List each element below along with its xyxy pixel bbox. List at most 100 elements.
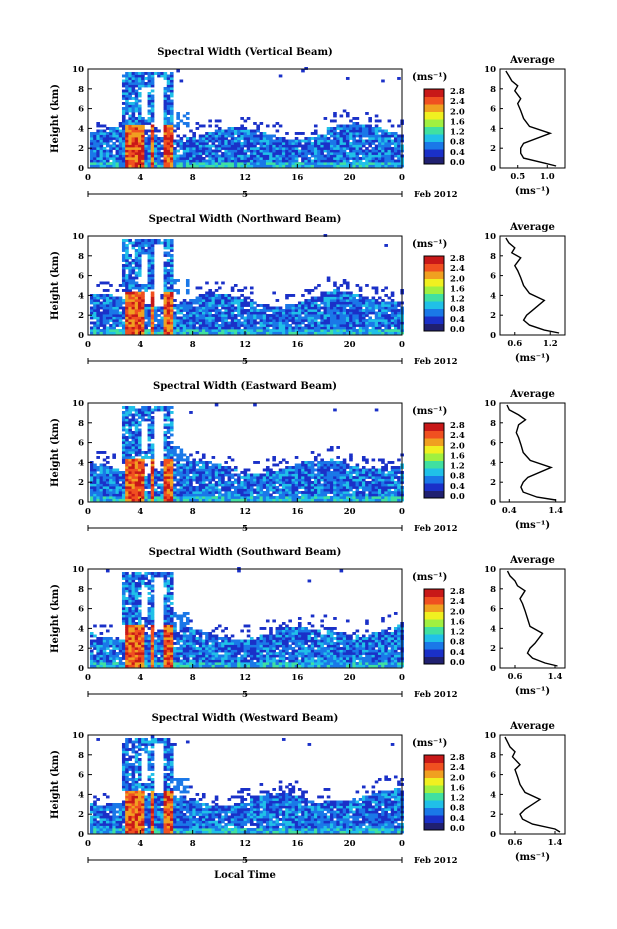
heatmap-cell [243, 476, 248, 479]
heatmap-cell [176, 493, 180, 497]
heatmap-cell [269, 476, 273, 479]
heatmap-cell [240, 294, 244, 297]
heatmap-cell [342, 466, 347, 469]
heatmap-cell [102, 164, 107, 168]
heatmap-cell [365, 321, 369, 325]
heatmap-cell [262, 319, 267, 322]
heatmap-cell [157, 306, 161, 310]
heatmap-cell [214, 119, 219, 123]
heatmap-cell [329, 331, 334, 335]
heatmap-cell [397, 159, 401, 163]
heatmap-cell [166, 451, 171, 454]
heatmap-cell [323, 493, 328, 497]
heatmap-cell [307, 319, 312, 322]
heatmap-cell [153, 72, 158, 75]
heatmap-cell [355, 463, 360, 467]
heatmap-cell [320, 154, 324, 158]
heatmap-cell [102, 152, 107, 155]
heatmap-cell [201, 296, 206, 300]
heatmap-cell [109, 316, 113, 320]
heatmap-cell [397, 139, 401, 143]
heatmap-cell [265, 466, 270, 469]
heatmap-cell [96, 284, 100, 287]
heatmap-cell [304, 491, 308, 494]
heatmap-cell [297, 468, 302, 472]
heatmap-cell [121, 451, 126, 454]
colorbar-tick-label: 2.4 [450, 264, 465, 274]
heatmap-cell [115, 491, 120, 494]
heatmap-cell [333, 471, 337, 474]
heatmap-cell [96, 321, 100, 325]
heatmap-cell [310, 491, 315, 494]
heatmap-cell [195, 286, 200, 290]
heatmap-cell [189, 299, 193, 302]
heatmap-cell [307, 164, 312, 168]
heatmap-cell [333, 291, 337, 295]
heatmap-cell [102, 154, 107, 158]
heatmap-cell [374, 286, 379, 290]
heatmap-cell [144, 321, 148, 325]
heatmap-cell [163, 241, 168, 245]
heatmap-cell [230, 289, 235, 292]
heatmap-cell [240, 142, 244, 145]
heatmap-cell [198, 124, 203, 128]
heatmap-cell [377, 324, 382, 327]
heatmap-cell [166, 107, 171, 110]
heatmap-cell [160, 321, 164, 325]
profile-frame [499, 68, 566, 169]
heatmap-cell [326, 306, 331, 310]
heatmap-cell [278, 476, 283, 479]
heatmap-cell [227, 129, 232, 133]
heatmap-cell [262, 478, 267, 482]
heatmap-cell [125, 486, 129, 489]
heatmap-cell [189, 488, 193, 492]
heatmap-cell [141, 314, 145, 317]
heatmap-cell [224, 321, 228, 325]
colorbar-tick-label: 1.6 [450, 284, 465, 294]
heatmap-cell [317, 481, 321, 484]
heatmap-cell [320, 157, 324, 160]
heatmap-cell [115, 324, 120, 327]
heatmap-cell [185, 456, 190, 459]
heatmap-cell [163, 246, 168, 250]
heatmap-cell [134, 321, 139, 325]
heatmap-cell [329, 463, 334, 467]
heatmap-cell [269, 316, 273, 320]
heatmap-cell [121, 473, 126, 477]
heatmap-cell [195, 486, 200, 489]
heatmap-cell [262, 468, 267, 472]
heatmap-cell [134, 309, 139, 312]
heatmap-cell [281, 476, 286, 479]
heatmap-cell [160, 483, 164, 487]
heatmap-cell [185, 289, 190, 292]
heatmap-cell [371, 468, 376, 472]
heatmap-cell [217, 137, 222, 140]
heatmap-cell [269, 314, 273, 317]
heatmap-cell [137, 162, 142, 165]
heatmap-cell [317, 147, 321, 150]
heatmap-cell [115, 316, 120, 320]
heatmap-cell [134, 411, 139, 414]
heatmap-cell [381, 324, 385, 327]
heatmap-cell [371, 324, 376, 327]
heatmap-cell [230, 157, 235, 160]
heatmap-cell [166, 326, 171, 330]
heatmap-cell [323, 117, 328, 120]
heatmap-cell [137, 104, 142, 108]
heatmap-cell [157, 159, 161, 163]
heatmap-cell [233, 319, 238, 322]
heatmap-cell [125, 418, 129, 422]
heatmap-cell [246, 316, 251, 320]
heatmap-cell [99, 496, 104, 499]
heatmap-cell [368, 331, 372, 335]
heatmap-cell [125, 481, 129, 484]
heatmap-cell [336, 127, 340, 130]
heatmap-cell [192, 149, 196, 153]
heatmap-cell [105, 471, 110, 474]
heatmap-cell [141, 488, 145, 492]
heatmap-cell [355, 493, 360, 497]
heatmap-cell [134, 152, 139, 155]
heatmap-cell [307, 311, 312, 315]
heatmap-cell [125, 496, 129, 499]
heatmap-cell [179, 456, 184, 459]
